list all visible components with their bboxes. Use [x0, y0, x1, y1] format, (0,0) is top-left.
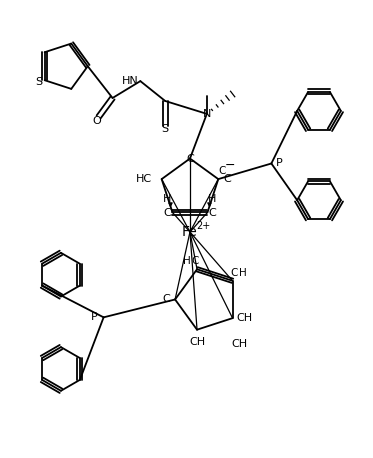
Text: P: P [91, 312, 98, 322]
Text: H: H [163, 195, 172, 204]
Text: H: H [183, 256, 191, 266]
Text: CH: CH [236, 313, 253, 323]
Text: CH: CH [232, 339, 248, 349]
Text: CH: CH [189, 337, 205, 347]
Text: H: H [208, 195, 217, 204]
Text: C: C [191, 256, 199, 266]
Text: C: C [219, 166, 226, 176]
Text: P: P [276, 158, 283, 169]
Text: HC: HC [136, 174, 152, 184]
Text: H: H [239, 268, 246, 278]
Text: S: S [162, 124, 169, 134]
Text: C: C [164, 208, 171, 218]
Text: O: O [92, 116, 101, 126]
Text: C: C [231, 268, 238, 278]
Text: Fe: Fe [182, 225, 198, 239]
Text: −: − [225, 159, 235, 172]
Text: HN: HN [122, 76, 138, 86]
Text: C: C [223, 174, 231, 184]
Text: N: N [203, 109, 211, 119]
Text: 2+: 2+ [197, 221, 211, 231]
Text: S: S [35, 77, 42, 87]
Text: C: C [162, 294, 170, 305]
Text: C: C [209, 208, 216, 218]
Text: C: C [186, 153, 194, 164]
